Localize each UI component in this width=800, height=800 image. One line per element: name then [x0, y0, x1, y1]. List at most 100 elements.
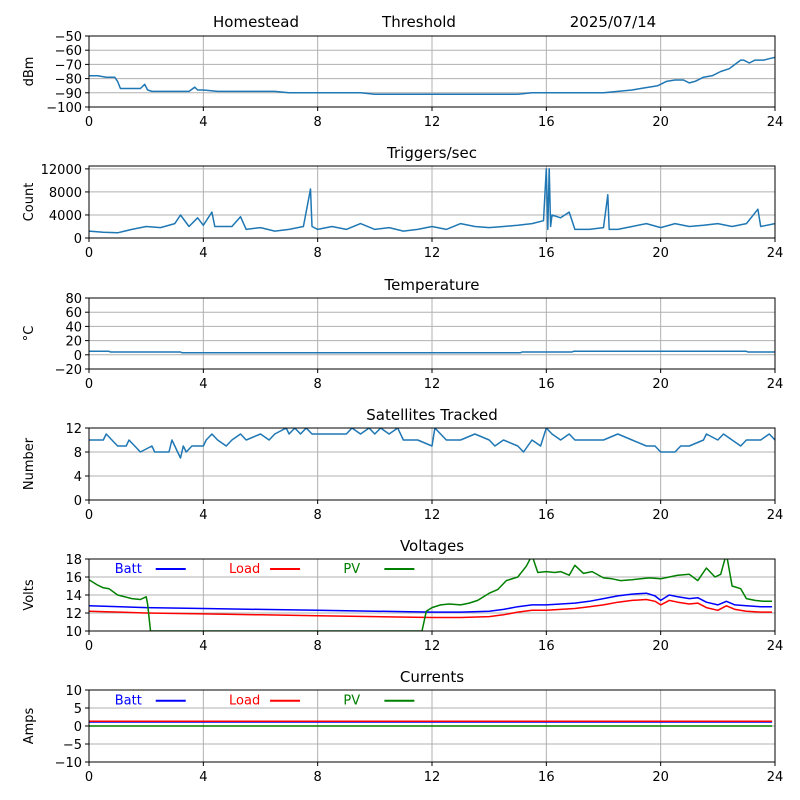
- x-tick-label-triggers-5: 20: [652, 246, 669, 261]
- x-tick-label-temperature-4: 16: [538, 377, 555, 392]
- series-line-voltages-2: [89, 559, 773, 631]
- x-tick-label-triggers-2: 8: [314, 246, 322, 261]
- x-tick-label-satellites-1: 4: [199, 508, 207, 523]
- legend-label-currents-0: Batt: [115, 694, 142, 709]
- y-tick-label-threshold-5: −50: [55, 30, 82, 45]
- x-tick-label-temperature-2: 8: [314, 377, 322, 392]
- x-tick-label-currents-0: 0: [85, 770, 93, 785]
- y-tick-label-currents-0: −10: [55, 756, 82, 771]
- x-tick-label-currents-2: 8: [314, 770, 322, 785]
- y-tick-label-temperature-2: 20: [65, 335, 82, 350]
- x-tick-label-threshold-0: 0: [85, 115, 93, 130]
- x-tick-label-satellites-4: 16: [538, 508, 555, 523]
- y-tick-label-satellites-3: 12: [65, 422, 82, 437]
- x-tick-label-threshold-5: 20: [652, 115, 669, 130]
- y-tick-label-threshold-2: −80: [55, 73, 82, 88]
- x-tick-label-satellites-3: 12: [424, 508, 441, 523]
- chart-title-voltages: Voltages: [400, 537, 464, 555]
- x-tick-label-currents-1: 4: [199, 770, 207, 785]
- x-tick-label-currents-5: 20: [652, 770, 669, 785]
- y-tick-label-triggers-3: 12000: [41, 163, 82, 178]
- y-axis-label-temperature: °C: [22, 326, 37, 342]
- y-tick-label-triggers-0: 0: [74, 232, 82, 247]
- chart-title-satellites: Satellites Tracked: [366, 406, 497, 424]
- series-line-threshold-0: [89, 56, 775, 95]
- x-tick-label-temperature-5: 20: [652, 377, 669, 392]
- panel-voltages: Voltages Batt Load PV 0 4 8 12 16 20 24 10 12 14 16 18 V…: [22, 537, 783, 654]
- x-tick-label-voltages-4: 16: [538, 639, 555, 654]
- x-tick-label-voltages-0: 0: [85, 639, 93, 654]
- y-axis-label-voltages: Volts: [22, 579, 37, 611]
- legend-label-voltages-2: PV: [343, 562, 360, 577]
- y-tick-label-voltages-0: 10: [65, 625, 82, 640]
- series-line-satellites-0: [89, 428, 775, 459]
- legend-label-voltages-0: Batt: [115, 562, 142, 577]
- x-tick-label-triggers-3: 12: [424, 246, 441, 261]
- x-tick-label-voltages-5: 20: [652, 639, 669, 654]
- x-tick-label-threshold-3: 12: [424, 115, 441, 130]
- x-tick-label-temperature-3: 12: [424, 377, 441, 392]
- panel-triggers: Triggers/sec 0 4 8 12 16 20 24 0 4000 8000 12000 Cou…: [22, 144, 783, 261]
- y-tick-label-threshold-0: −100: [46, 101, 82, 116]
- y-tick-label-voltages-4: 18: [65, 553, 82, 568]
- x-tick-label-temperature-0: 0: [85, 377, 93, 392]
- y-tick-label-threshold-3: −70: [55, 58, 82, 73]
- y-tick-label-temperature-1: 0: [74, 349, 82, 364]
- y-tick-label-threshold-1: −90: [55, 87, 82, 102]
- x-tick-label-satellites-2: 8: [314, 508, 322, 523]
- y-tick-label-temperature-4: 60: [65, 306, 82, 321]
- y-tick-label-voltages-2: 14: [65, 589, 82, 604]
- x-tick-label-triggers-6: 24: [767, 246, 784, 261]
- x-tick-label-triggers-1: 4: [199, 246, 207, 261]
- y-tick-label-temperature-5: 80: [65, 292, 82, 307]
- panel-satellites: Satellites Tracked 0 4 8 12 16 20 24 0 4 8 12 Number: [22, 406, 783, 523]
- panel-currents: Currents Batt Load PV 0 4 8 12 16 20 24 −10 −5 0 5 10 Am…: [22, 668, 783, 785]
- y-tick-label-satellites-1: 4: [74, 470, 82, 485]
- x-tick-label-satellites-6: 24: [767, 508, 784, 523]
- panel-threshold: 0 4 8 12 16 20 24 −100−90−80−70−60−50 dBm: [22, 30, 783, 130]
- header-site: Homestead: [213, 13, 299, 31]
- x-tick-label-threshold-6: 24: [767, 115, 784, 130]
- x-tick-label-voltages-2: 8: [314, 639, 322, 654]
- y-tick-label-currents-2: 0: [74, 720, 82, 735]
- chart-title-triggers: Triggers/sec: [386, 144, 477, 162]
- y-axis-label-threshold: dBm: [22, 57, 37, 87]
- chart-title-currents: Currents: [400, 668, 464, 686]
- y-tick-label-triggers-2: 8000: [49, 186, 82, 201]
- x-tick-label-threshold-4: 16: [538, 115, 555, 130]
- y-axis-label-triggers: Count: [22, 183, 37, 222]
- x-tick-label-voltages-6: 24: [767, 639, 784, 654]
- header-date: 2025/07/14: [570, 13, 656, 31]
- series-line-voltages-1: [89, 598, 773, 619]
- x-tick-label-triggers-0: 0: [85, 246, 93, 261]
- y-axis-label-satellites: Number: [22, 437, 37, 490]
- x-tick-label-satellites-0: 0: [85, 508, 93, 523]
- x-tick-label-threshold-2: 8: [314, 115, 322, 130]
- y-tick-label-voltages-3: 16: [65, 571, 82, 586]
- y-tick-label-temperature-3: 40: [65, 320, 82, 335]
- y-tick-label-temperature-0: −20: [55, 363, 82, 378]
- series-line-temperature-0: [89, 350, 775, 354]
- header-metric: Threshold: [381, 13, 456, 31]
- legend-label-currents-2: PV: [343, 694, 360, 709]
- y-tick-label-currents-1: −5: [63, 738, 82, 753]
- x-tick-label-currents-4: 16: [538, 770, 555, 785]
- legend-label-voltages-1: Load: [229, 562, 260, 577]
- x-tick-label-threshold-1: 4: [199, 115, 207, 130]
- y-tick-label-satellites-0: 0: [74, 494, 82, 509]
- legend-label-currents-1: Load: [229, 694, 260, 709]
- series-line-voltages-0: [89, 592, 773, 613]
- y-tick-label-triggers-1: 4000: [49, 209, 82, 224]
- y-tick-label-currents-3: 5: [74, 702, 82, 717]
- x-tick-label-satellites-5: 20: [652, 508, 669, 523]
- x-tick-label-currents-6: 24: [767, 770, 784, 785]
- y-tick-label-threshold-4: −60: [55, 44, 82, 59]
- y-axis-label-currents: Amps: [22, 707, 37, 744]
- x-tick-label-voltages-3: 12: [424, 639, 441, 654]
- x-tick-label-temperature-1: 4: [199, 377, 207, 392]
- y-tick-label-satellites-2: 8: [74, 446, 82, 461]
- y-tick-label-voltages-1: 12: [65, 607, 82, 622]
